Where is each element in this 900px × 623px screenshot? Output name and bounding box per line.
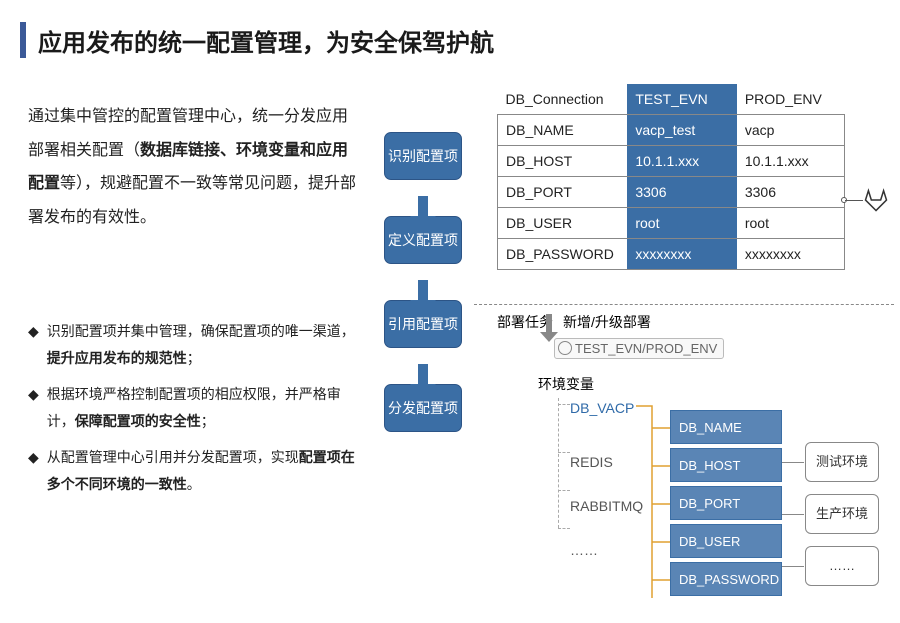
table-cell: xxxxxxxx — [737, 239, 845, 270]
table-cell: DB_HOST — [498, 146, 628, 177]
db-field-name: DB_NAME — [670, 410, 782, 444]
deploy-task: 新增/升级部署 — [563, 312, 651, 332]
config-table: DB_Connection TEST_EVN PROD_ENV DB_NAME … — [497, 84, 845, 270]
table-cell: root — [737, 208, 845, 239]
table-cell: vacp — [737, 115, 845, 146]
table-cell: 3306 — [627, 177, 736, 208]
link-line — [782, 462, 804, 463]
bullet-item: ◆ 根据环境严格控制配置项的相应权限，并严格审计，保障配置项的安全性； — [28, 381, 368, 434]
flow-step-identify: 识别配置项 — [384, 132, 462, 180]
table-cell: 10.1.1.xxx — [737, 146, 845, 177]
intro-paragraph: 通过集中管控的配置管理中心，统一分发应用部署相关配置（数据库链接、环境变量和应用… — [28, 100, 358, 234]
env-var-label: 环境变量 — [538, 374, 594, 394]
table-cell: xxxxxxxx — [627, 239, 736, 270]
env-target-more: …… — [805, 546, 879, 586]
env-target-test: 测试环境 — [805, 442, 879, 482]
bullet-pre: 从配置管理中心引用并分发配置项，实现 — [47, 449, 299, 465]
diamond-icon: ◆ — [28, 444, 39, 497]
table-cell: DB_USER — [498, 208, 628, 239]
link-line — [782, 566, 804, 567]
db-field-host: DB_HOST — [670, 448, 782, 482]
badge-circle-icon — [558, 341, 572, 355]
bullet-post: ； — [187, 350, 201, 366]
bullet-bold: 保障配置项的安全性 — [75, 413, 201, 429]
db-field-user: DB_USER — [670, 524, 782, 558]
tree-node-db-vacp: DB_VACP — [570, 400, 643, 416]
table-row: DB_HOST 10.1.1.xxx 10.1.1.xxx — [498, 146, 845, 177]
page-title: 应用发布的统一配置管理，为安全保驾护航 — [38, 23, 494, 58]
table-cell: vacp_test — [627, 115, 736, 146]
bullet-post: ； — [201, 413, 215, 429]
table-cell: DB_NAME — [498, 115, 628, 146]
table-header: PROD_ENV — [737, 84, 845, 115]
tree-node-rabbitmq: RABBITMQ — [570, 498, 643, 514]
env-badge: TEST_EVN/PROD_ENV — [554, 338, 724, 359]
table-cell: 3306 — [737, 177, 845, 208]
table-cell: root — [627, 208, 736, 239]
bullet-bold: 提升应用发布的规范性 — [47, 350, 187, 366]
tree-node-redis: REDIS — [570, 454, 643, 470]
diamond-icon: ◆ — [28, 318, 39, 371]
table-row: DB_PORT 3306 3306 — [498, 177, 845, 208]
section-divider — [474, 304, 894, 305]
db-field-port: DB_PORT — [670, 486, 782, 520]
env-tree: DB_VACP REDIS RABBITMQ …… — [552, 396, 643, 568]
table-header: DB_Connection — [498, 84, 628, 115]
env-targets: 测试环境 生产环境 …… — [805, 442, 879, 586]
bullet-item: ◆ 识别配置项并集中管理，确保配置项的唯一渠道， 提升应用发布的规范性； — [28, 318, 368, 371]
title-accent — [20, 22, 26, 58]
env-target-prod: 生产环境 — [805, 494, 879, 534]
bullet-item: ◆ 从配置管理中心引用并分发配置项，实现配置项在多个不同环境的一致性。 — [28, 444, 368, 497]
db-field-stack: DB_NAME DB_HOST DB_PORT DB_USER DB_PASSW… — [670, 410, 782, 600]
bullet-post: 。 — [187, 476, 201, 492]
table-row: DB_PASSWORD xxxxxxxx xxxxxxxx — [498, 239, 845, 270]
diamond-icon: ◆ — [28, 381, 39, 434]
table-cell: DB_PORT — [498, 177, 628, 208]
title-bar: 应用发布的统一配置管理，为安全保驾护航 — [20, 22, 494, 58]
table-row: DB_USER root root — [498, 208, 845, 239]
db-field-password: DB_PASSWORD — [670, 562, 782, 596]
connector-line — [845, 200, 863, 201]
table-cell: 10.1.1.xxx — [627, 146, 736, 177]
link-line — [782, 514, 804, 515]
intro-post: 等），规避配置不一致等常见问题，提升部署发布的有效性。 — [28, 175, 356, 226]
table-header: TEST_EVN — [627, 84, 736, 115]
table-cell: DB_PASSWORD — [498, 239, 628, 270]
table-row: DB_NAME vacp_test vacp — [498, 115, 845, 146]
bullet-list: ◆ 识别配置项并集中管理，确保配置项的唯一渠道，提升应用发布的规范性； ◆ 根据… — [28, 318, 368, 508]
flow-column: 识别配置项 定义配置项 引用配置项 分发配置项 — [378, 132, 468, 432]
gitlab-icon — [862, 186, 890, 214]
bullet-pre: 识别配置项并集中管理，确保配置项的唯一渠道， — [47, 323, 355, 339]
table-header-row: DB_Connection TEST_EVN PROD_ENV — [498, 84, 845, 115]
tree-node-more: …… — [570, 542, 643, 558]
